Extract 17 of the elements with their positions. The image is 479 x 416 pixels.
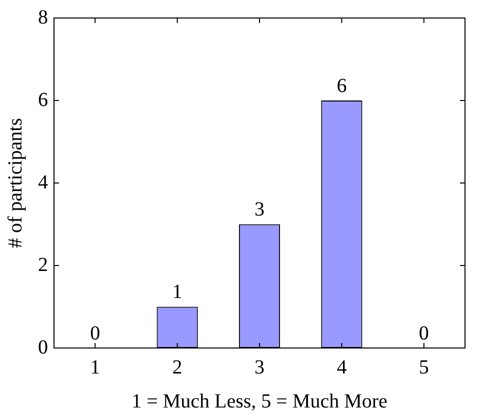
data-label: 1 bbox=[172, 281, 182, 303]
x-tick-label: 1 bbox=[90, 356, 100, 378]
data-label: 3 bbox=[254, 198, 264, 220]
x-axis-title: 1 = Much Less, 5 = Much More bbox=[132, 390, 388, 412]
x-tick-label: 2 bbox=[172, 356, 182, 378]
x-tick-label: 3 bbox=[254, 356, 264, 378]
x-tick-label: 4 bbox=[336, 356, 347, 378]
y-tick-label: 2 bbox=[38, 254, 48, 276]
y-tick-label: 4 bbox=[38, 171, 48, 194]
y-tick-label: 8 bbox=[38, 6, 48, 28]
y-tick-label: 6 bbox=[38, 88, 48, 111]
y-tick-label: 0 bbox=[38, 336, 48, 358]
data-label: 0 bbox=[90, 322, 100, 344]
x-tick-label: 5 bbox=[418, 356, 429, 378]
data-label: 6 bbox=[336, 74, 347, 97]
y-axis-title: # of participants bbox=[4, 118, 26, 248]
data-label: 0 bbox=[418, 322, 429, 344]
